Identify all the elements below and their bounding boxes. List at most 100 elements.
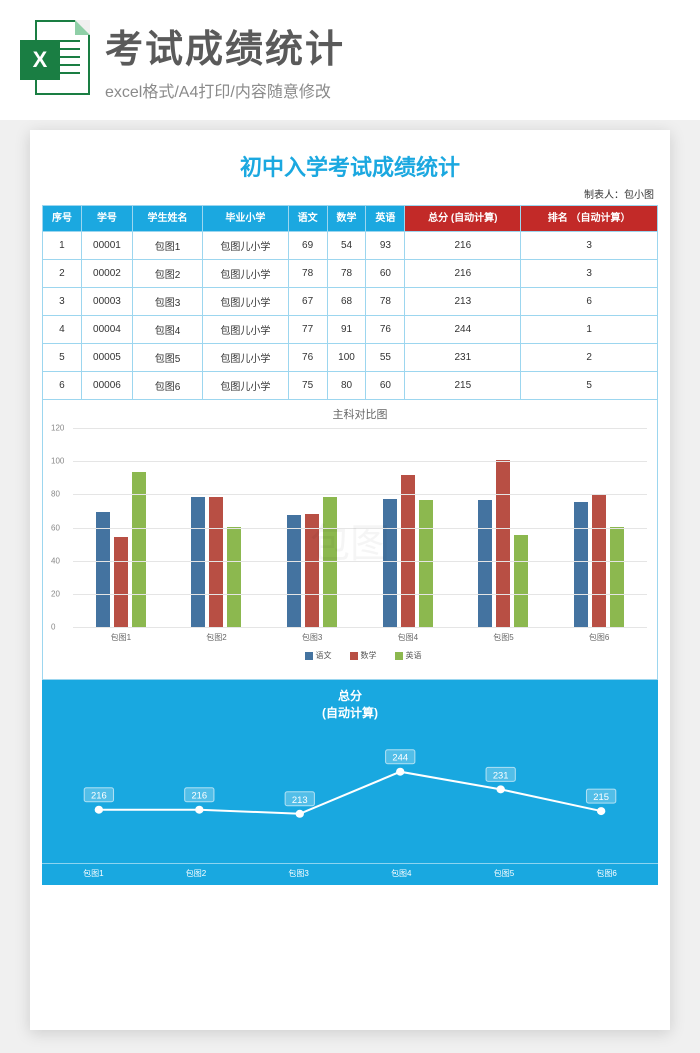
cell-school: 包图儿小学: [203, 232, 289, 260]
cell-seq: 1: [43, 232, 82, 260]
total-line-chart: 总分 (自动计算) 216216213244231215 包图1包图2包图3包图…: [42, 680, 658, 885]
chart1-ylabel: 80: [51, 490, 60, 499]
cell-chinese: 76: [288, 344, 327, 372]
cell-total: 244: [405, 316, 521, 344]
cell-name: 包图1: [132, 232, 202, 260]
chart1-title: 主科对比图: [73, 406, 647, 422]
document-title: 初中入学考试成绩统计: [42, 142, 658, 186]
chart2-title: 总分 (自动计算): [57, 688, 643, 722]
cell-chinese: 67: [288, 288, 327, 316]
chart1-ylabel: 0: [51, 623, 55, 632]
chart2-value-label: 215: [593, 792, 609, 802]
chart2-xlabel: 包图4: [391, 868, 411, 879]
cell-name: 包图3: [132, 288, 202, 316]
chart1-ylabel: 100: [51, 457, 64, 466]
chart1-xlabel: 包图2: [206, 632, 226, 643]
cell-english: 78: [366, 288, 405, 316]
cell-chinese: 77: [288, 316, 327, 344]
chart2-value-label: 244: [392, 752, 408, 762]
cell-math: 54: [327, 232, 366, 260]
table-row: 400004包图4包图儿小学7791762441: [43, 316, 658, 344]
cell-seq: 4: [43, 316, 82, 344]
cell-school: 包图儿小学: [203, 316, 289, 344]
cell-math: 78: [327, 260, 366, 288]
cell-school: 包图儿小学: [203, 260, 289, 288]
chart1-group: 包图4: [383, 475, 433, 627]
spreadsheet-page: 初中入学考试成绩统计 制表人：包小图 序号 学号 学生姓名 毕业小学 语文 数学…: [30, 130, 670, 1030]
excel-badge-letter: X: [20, 40, 60, 80]
col-rank: 排名 （自动计算）: [521, 206, 658, 232]
chart2-marker: [597, 807, 605, 815]
cell-sid: 00003: [81, 288, 132, 316]
legend-item: 英语: [389, 650, 422, 661]
chart1-bar: [610, 527, 624, 627]
chart2-xlabel: 包图3: [288, 868, 308, 879]
chart2-title-line1: 总分: [57, 688, 643, 705]
table-row: 600006包图6包图儿小学7580602155: [43, 372, 658, 400]
cell-sid: 00006: [81, 372, 132, 400]
table-row: 500005包图5包图儿小学76100552312: [43, 344, 658, 372]
cell-total: 216: [405, 232, 521, 260]
chart2-line: [99, 771, 601, 813]
chart1-ylabel: 40: [51, 556, 60, 565]
chart1-bar: [323, 497, 337, 627]
cell-total: 231: [405, 344, 521, 372]
cell-math: 80: [327, 372, 366, 400]
col-english: 英语: [366, 206, 405, 232]
chart1-bar: [96, 512, 110, 627]
cell-total: 215: [405, 372, 521, 400]
chart1-legend: 语文 数学 英语: [73, 650, 647, 662]
chart2-xlabel: 包图5: [494, 868, 514, 879]
chart1-ylabel: 120: [51, 424, 64, 433]
cell-math: 91: [327, 316, 366, 344]
excel-icon: X: [20, 20, 90, 100]
cell-english: 60: [366, 372, 405, 400]
cell-math: 100: [327, 344, 366, 372]
chart1-bar: [478, 500, 492, 627]
cell-school: 包图儿小学: [203, 288, 289, 316]
cell-seq: 3: [43, 288, 82, 316]
col-sid: 学号: [81, 206, 132, 232]
cell-total: 216: [405, 260, 521, 288]
author-label: 制表人：包小图: [42, 186, 658, 201]
cell-name: 包图2: [132, 260, 202, 288]
legend-item: 语文: [299, 650, 332, 661]
chart1-bar: [227, 527, 241, 627]
cell-rank: 5: [521, 372, 658, 400]
chart1-group: 包图2: [191, 497, 241, 627]
chart2-value-label: 216: [91, 790, 107, 800]
cell-chinese: 69: [288, 232, 327, 260]
chart2-value-label: 231: [493, 770, 509, 780]
col-chinese: 语文: [288, 206, 327, 232]
chart1-bar: [574, 502, 588, 627]
cell-seq: 6: [43, 372, 82, 400]
legend-item: 数学: [344, 650, 377, 661]
template-banner: X 考试成绩统计 excel格式/A4打印/内容随意修改: [0, 0, 700, 120]
cell-chinese: 75: [288, 372, 327, 400]
banner-subtitle: excel格式/A4打印/内容随意修改: [105, 78, 680, 102]
chart2-marker: [95, 805, 103, 813]
chart1-group: 包图5: [478, 460, 528, 627]
cell-english: 60: [366, 260, 405, 288]
chart1-bar: [419, 500, 433, 627]
chart1-xlabel: 包图5: [493, 632, 513, 643]
col-name: 学生姓名: [132, 206, 202, 232]
cell-sid: 00001: [81, 232, 132, 260]
subject-bar-chart: 主科对比图 包图1包图2包图3包图4包图5包图6 020406080100120…: [42, 400, 658, 680]
chart1-ylabel: 60: [51, 523, 60, 532]
chart2-value-label: 216: [191, 790, 207, 800]
cell-sid: 00002: [81, 260, 132, 288]
cell-name: 包图6: [132, 372, 202, 400]
table-row: 300003包图3包图儿小学6768782136: [43, 288, 658, 316]
chart1-group: 包图3: [287, 497, 337, 627]
table-header-row: 序号 学号 学生姓名 毕业小学 语文 数学 英语 总分 (自动计算) 排名 （自…: [43, 206, 658, 232]
chart1-xlabel: 包图3: [302, 632, 322, 643]
cell-sid: 00004: [81, 316, 132, 344]
cell-rank: 3: [521, 232, 658, 260]
cell-name: 包图5: [132, 344, 202, 372]
chart2-marker: [396, 767, 404, 775]
chart2-xlabel: 包图2: [186, 868, 206, 879]
chart1-bar: [287, 515, 301, 627]
chart1-bar: [514, 535, 528, 627]
chart1-xlabel: 包图4: [398, 632, 418, 643]
